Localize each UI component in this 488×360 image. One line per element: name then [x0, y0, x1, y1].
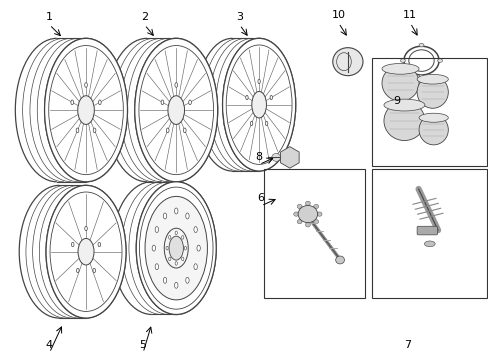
Ellipse shape [155, 226, 158, 233]
Text: 4: 4 [46, 340, 53, 350]
Ellipse shape [188, 100, 191, 105]
Ellipse shape [168, 257, 170, 261]
Ellipse shape [76, 128, 79, 133]
Ellipse shape [152, 245, 155, 251]
Ellipse shape [46, 185, 126, 318]
Ellipse shape [78, 238, 94, 265]
Ellipse shape [335, 256, 344, 264]
Ellipse shape [181, 235, 183, 239]
Text: 1: 1 [46, 12, 53, 22]
Ellipse shape [169, 236, 183, 260]
Ellipse shape [416, 75, 447, 84]
Ellipse shape [197, 245, 200, 251]
Ellipse shape [93, 268, 95, 273]
Ellipse shape [163, 213, 166, 219]
Ellipse shape [381, 63, 418, 74]
Ellipse shape [222, 39, 295, 171]
Ellipse shape [381, 65, 418, 101]
Ellipse shape [293, 212, 298, 216]
Ellipse shape [184, 246, 186, 250]
Ellipse shape [185, 277, 189, 283]
Ellipse shape [383, 101, 424, 140]
Ellipse shape [257, 79, 260, 84]
Ellipse shape [78, 96, 94, 125]
Ellipse shape [251, 91, 266, 118]
Text: 8: 8 [255, 152, 262, 162]
Text: 11: 11 [403, 10, 416, 20]
Ellipse shape [297, 204, 302, 208]
Ellipse shape [271, 153, 280, 161]
Ellipse shape [98, 242, 101, 247]
Ellipse shape [161, 100, 163, 105]
Ellipse shape [44, 39, 127, 182]
Ellipse shape [269, 95, 272, 100]
Ellipse shape [313, 204, 318, 208]
Text: 10: 10 [331, 10, 345, 20]
Ellipse shape [418, 115, 447, 145]
Ellipse shape [181, 257, 183, 261]
Ellipse shape [400, 59, 405, 62]
Ellipse shape [418, 74, 423, 78]
Ellipse shape [185, 213, 189, 219]
Ellipse shape [165, 246, 168, 250]
Polygon shape [280, 147, 299, 168]
Ellipse shape [93, 128, 96, 133]
Ellipse shape [98, 100, 101, 105]
Ellipse shape [175, 231, 177, 235]
Ellipse shape [135, 39, 217, 182]
Ellipse shape [155, 264, 158, 270]
Ellipse shape [175, 83, 177, 87]
Ellipse shape [183, 128, 186, 133]
FancyBboxPatch shape [416, 226, 437, 235]
Ellipse shape [305, 223, 310, 227]
Ellipse shape [168, 235, 170, 239]
Ellipse shape [424, 241, 434, 247]
Ellipse shape [145, 197, 207, 300]
Ellipse shape [250, 121, 252, 126]
Ellipse shape [297, 220, 302, 224]
Ellipse shape [194, 226, 197, 233]
Ellipse shape [136, 182, 216, 315]
Ellipse shape [416, 76, 447, 108]
Ellipse shape [313, 220, 318, 224]
Ellipse shape [167, 96, 184, 125]
Bar [371, 58, 487, 166]
Text: 6: 6 [257, 193, 264, 203]
Ellipse shape [245, 95, 247, 100]
Bar [371, 169, 487, 298]
Ellipse shape [174, 282, 178, 288]
Ellipse shape [383, 99, 424, 111]
Ellipse shape [194, 264, 197, 270]
Ellipse shape [84, 83, 87, 87]
Ellipse shape [166, 128, 169, 133]
Ellipse shape [175, 262, 177, 265]
Text: 7: 7 [404, 340, 410, 350]
Ellipse shape [298, 206, 317, 223]
Ellipse shape [305, 201, 310, 206]
Text: 9: 9 [392, 96, 399, 106]
Ellipse shape [84, 226, 87, 231]
Ellipse shape [332, 48, 362, 76]
Text: 5: 5 [139, 340, 146, 350]
Ellipse shape [174, 208, 178, 214]
Ellipse shape [71, 242, 74, 247]
Ellipse shape [437, 59, 442, 62]
Ellipse shape [317, 212, 322, 216]
Ellipse shape [265, 121, 267, 126]
Ellipse shape [418, 43, 423, 47]
Text: 2: 2 [141, 12, 148, 22]
Ellipse shape [418, 113, 447, 122]
Text: 3: 3 [236, 12, 243, 22]
Ellipse shape [76, 268, 79, 273]
Ellipse shape [71, 100, 73, 105]
Ellipse shape [163, 277, 166, 283]
Bar [264, 169, 365, 298]
